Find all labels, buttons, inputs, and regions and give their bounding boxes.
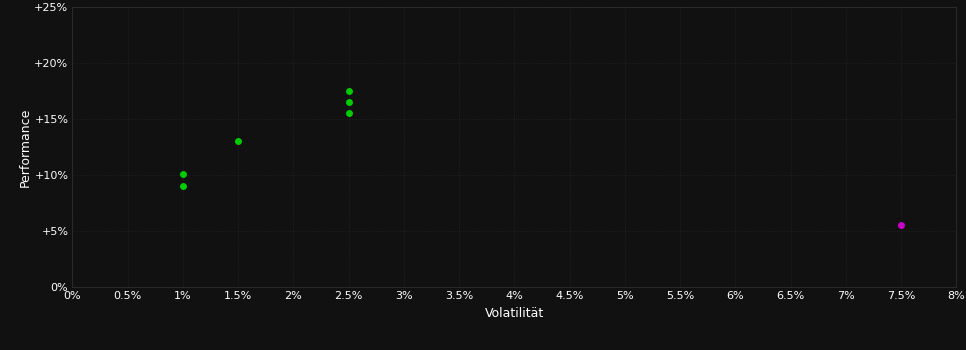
Y-axis label: Performance: Performance <box>18 107 31 187</box>
Point <box>341 88 356 94</box>
X-axis label: Volatilität: Volatilität <box>485 307 544 320</box>
Point <box>341 99 356 105</box>
Point <box>175 183 190 189</box>
Point <box>341 111 356 116</box>
Point <box>231 139 246 144</box>
Point <box>894 223 909 228</box>
Point <box>175 171 190 177</box>
